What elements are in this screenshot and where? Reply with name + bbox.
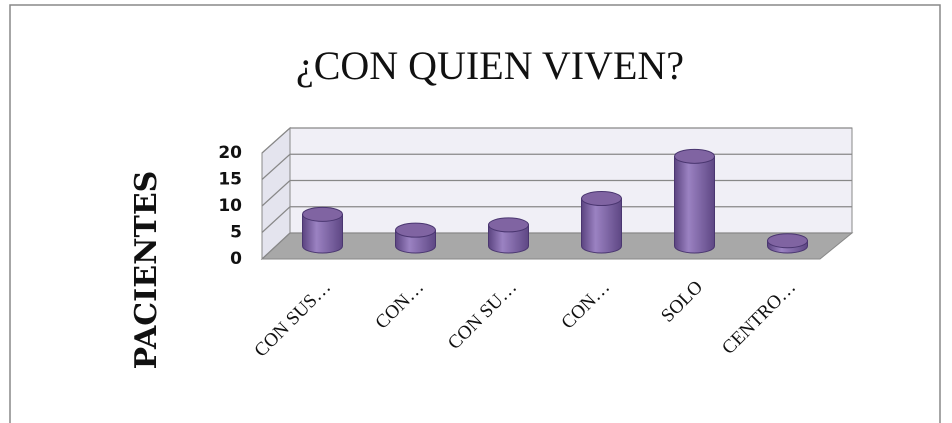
grid-line [261, 153, 852, 180]
grid-line [261, 232, 852, 260]
bar [767, 233, 808, 254]
bar [395, 222, 436, 254]
bar-top [674, 148, 715, 164]
y-tick-label: 10 [218, 196, 242, 216]
grid-line [261, 206, 852, 233]
bar-body [488, 224, 529, 254]
bar-top [767, 233, 808, 249]
bar-body [581, 198, 622, 254]
bar-top [488, 217, 529, 233]
y-tick-label: 0 [230, 249, 242, 269]
y-axis-label: PACIENTES [129, 171, 164, 370]
bar-top [581, 191, 622, 207]
floor [260, 232, 854, 260]
grid-line [261, 179, 852, 207]
y-tick-label: 15 [218, 170, 242, 190]
bar [674, 148, 715, 254]
chart-title: ¿CON QUIEN VIVEN? [296, 43, 684, 88]
bar-body [674, 155, 715, 254]
bar [581, 191, 622, 254]
y-tick-label: 20 [218, 143, 242, 163]
grid-line [261, 127, 852, 154]
bar-top [302, 206, 343, 222]
bar-body [302, 213, 343, 254]
bar [488, 217, 529, 254]
y-tick-label: 5 [230, 223, 242, 243]
bar-top [395, 222, 436, 238]
bar [302, 206, 343, 254]
